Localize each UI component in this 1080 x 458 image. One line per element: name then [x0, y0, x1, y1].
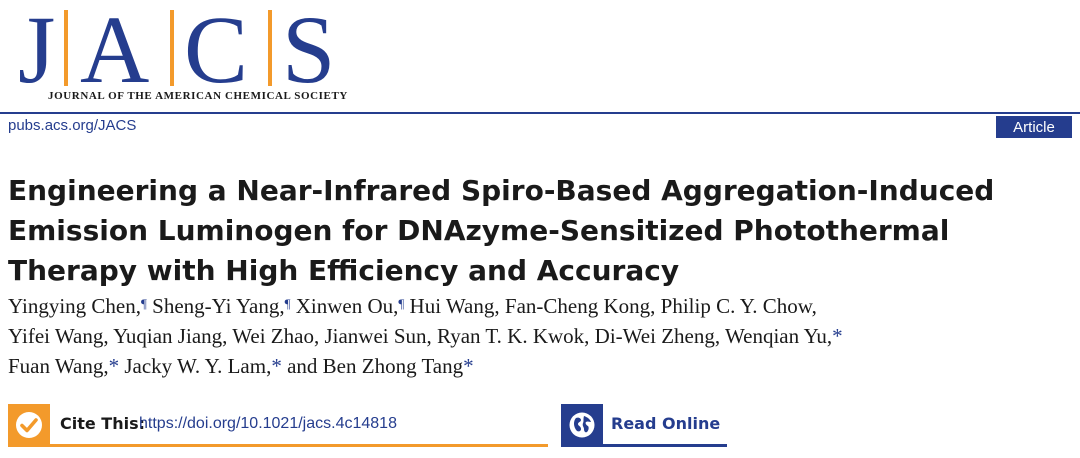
journal-full-name: JOURNAL OF THE AMERICAN CHEMICAL SOCIETY: [48, 90, 348, 102]
corresponding-author-mark[interactable]: *: [463, 354, 474, 378]
article-type-badge: Article: [996, 116, 1072, 138]
author-name[interactable]: Philip C. Y. Chow: [660, 294, 812, 318]
corresponding-author-mark[interactable]: *: [108, 354, 120, 378]
equal-contribution-mark[interactable]: ¶: [398, 296, 405, 311]
title-line: Engineering a Near-Infrared Spiro-Based …: [8, 174, 995, 207]
author-name[interactable]: Yuqian Jiang: [113, 324, 223, 348]
read-underline: [561, 444, 727, 447]
author-conjunction: and: [287, 354, 318, 378]
author-name[interactable]: Fuan Wang: [8, 354, 104, 378]
doi-link[interactable]: https://doi.org/10.1021/jacs.4c14818: [139, 415, 397, 432]
author-name[interactable]: Di-Wei Zheng: [594, 324, 715, 348]
logo-divider: [268, 10, 272, 86]
logo-letter-c: C: [184, 0, 249, 103]
author-name[interactable]: Wei Zhao: [232, 324, 314, 348]
author-name[interactable]: Xinwen Ou: [295, 294, 394, 318]
author-name[interactable]: Jacky W. Y. Lam: [124, 354, 267, 378]
author-name[interactable]: Wenqian Yu: [724, 324, 827, 348]
journal-url-link[interactable]: pubs.acs.org/JACS: [8, 117, 137, 134]
read-online-label: Read Online: [611, 414, 721, 433]
author-name[interactable]: Yingying Chen: [8, 294, 136, 318]
equal-contribution-mark[interactable]: ¶: [141, 296, 147, 311]
checkmark-icon: [8, 404, 50, 446]
paper-title: Engineering a Near-Infrared Spiro-Based …: [8, 171, 1068, 291]
author-name[interactable]: Yifei Wang: [8, 324, 104, 348]
jacs-logo: J A C S JOURNAL OF THE AMERICAN CHEMICAL…: [0, 0, 360, 110]
read-online-button[interactable]: Read Online: [561, 404, 727, 447]
author-name[interactable]: Sheng-Yi Yang: [152, 294, 280, 318]
globe-icon: [561, 404, 603, 446]
corresponding-author-mark[interactable]: *: [271, 354, 282, 378]
author-list: Yingying Chen,¶ Sheng-Yi Yang,¶ Xinwen O…: [8, 294, 843, 378]
author-name[interactable]: Jianwei Sun: [324, 324, 427, 348]
author-name[interactable]: Fan-Cheng Kong: [504, 294, 651, 318]
header-rule: [0, 112, 1080, 114]
author-name[interactable]: Ryan T. K. Kwok: [437, 324, 585, 348]
cite-this-bar[interactable]: Cite This: https://doi.org/10.1021/jacs.…: [8, 404, 548, 447]
logo-letter-s: S: [282, 0, 336, 103]
cite-underline: [8, 444, 548, 447]
logo-letter-a: A: [80, 0, 150, 103]
author-name[interactable]: Ben Zhong Tang: [322, 354, 464, 378]
logo-divider: [170, 10, 174, 86]
cite-this-label: Cite This:: [60, 414, 146, 433]
equal-contribution-mark[interactable]: ¶: [284, 296, 291, 311]
logo-divider: [64, 10, 68, 86]
title-line: Therapy with High Efficiency and Accurac…: [8, 254, 680, 287]
corresponding-author-mark[interactable]: *: [832, 324, 843, 348]
logo-letter-j: J: [18, 0, 56, 103]
title-line: Emission Luminogen for DNAzyme-Sensitize…: [8, 214, 950, 247]
author-name[interactable]: Hui Wang: [409, 294, 495, 318]
